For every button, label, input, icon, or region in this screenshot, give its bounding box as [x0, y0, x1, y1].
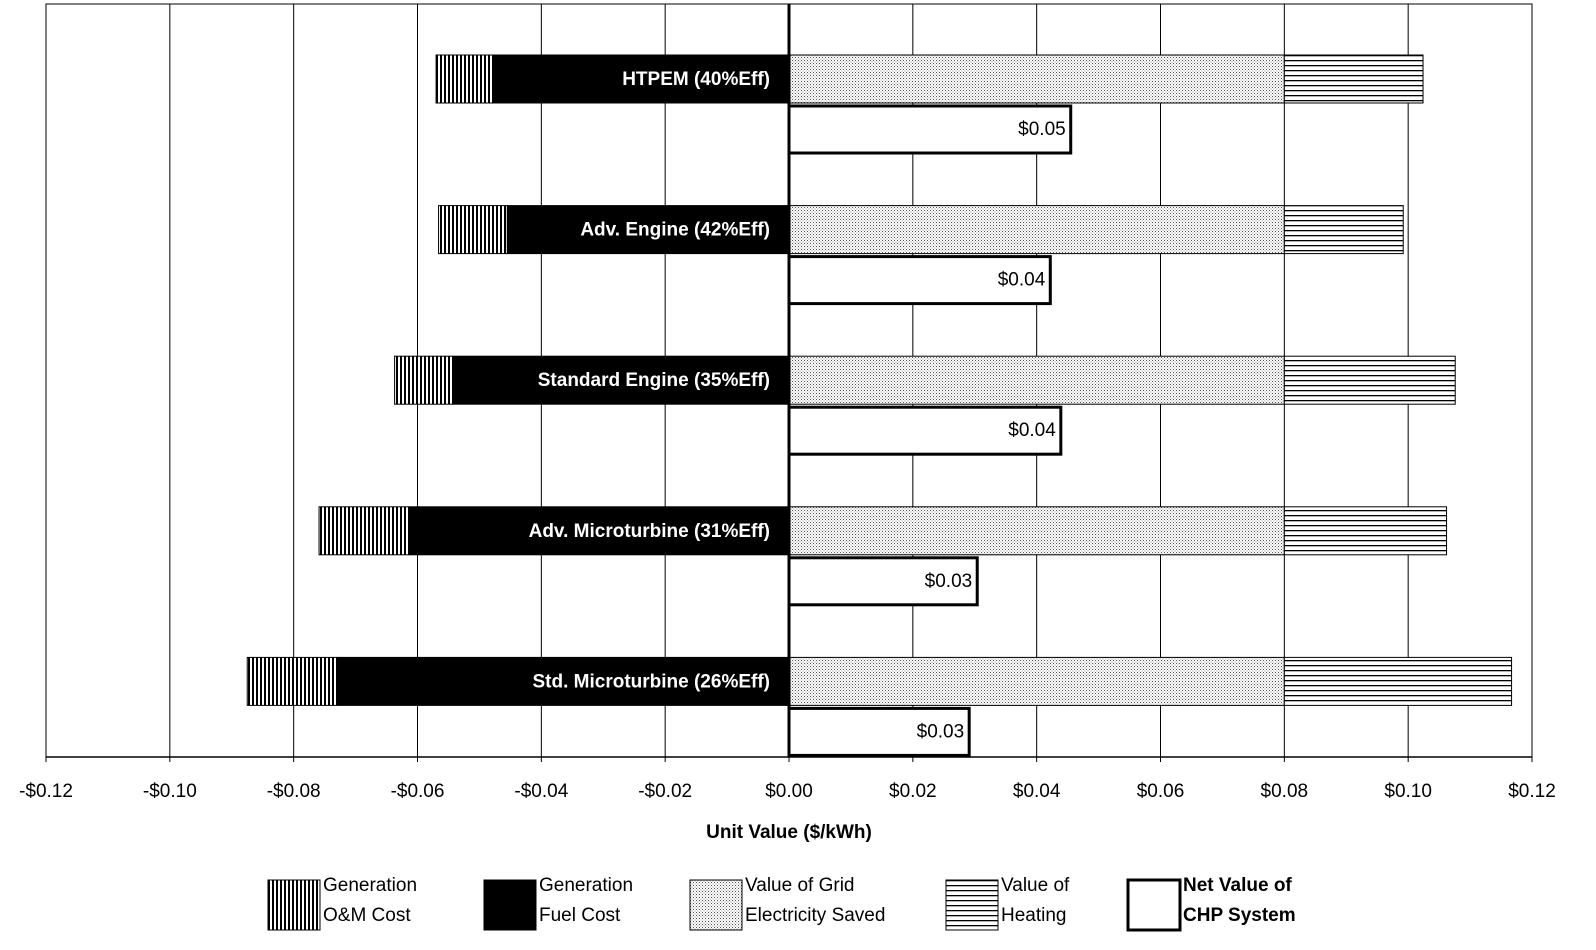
data-label: $0.04	[998, 270, 1046, 291]
legend-swatch	[1126, 878, 1182, 932]
bar-segment	[788, 656, 1285, 706]
legend-swatch	[267, 879, 321, 931]
legend-label: Net Value of CHP System	[1183, 875, 1296, 926]
x-tick-label: $0.10	[1384, 781, 1432, 802]
x-tick-label: $0.12	[1508, 781, 1556, 802]
bar-segment	[438, 205, 508, 255]
x-tick-label: -$0.08	[267, 781, 321, 802]
data-label: $0.03	[925, 571, 973, 592]
bar-segment	[788, 355, 1285, 405]
data-label: $0.04	[1008, 420, 1056, 441]
legend-label: Generation O&M Cost	[323, 875, 417, 926]
category-label: Standard Engine (35%Eff)	[538, 370, 770, 391]
bar-segment	[1283, 506, 1448, 556]
x-tick-label: -$0.10	[143, 781, 197, 802]
x-tick-label: $0.06	[1137, 781, 1185, 802]
bar-segment	[788, 506, 1285, 556]
category-label: Std. Microturbine (26%Eff)	[532, 671, 770, 692]
bar-segment	[318, 506, 411, 556]
bar-segment	[246, 656, 339, 706]
legend-label: Value of Grid Electricity Saved	[745, 875, 885, 926]
bar-segment	[452, 355, 790, 405]
x-tick-label: -$0.12	[19, 781, 73, 802]
legend: Generation O&M Cost Generation Fuel Cost Val…	[267, 875, 1296, 932]
legend-swatch	[945, 879, 999, 931]
x-tick-label: -$0.06	[391, 781, 445, 802]
net-bar	[787, 405, 1063, 456]
x-tick-label: $0.04	[1013, 781, 1061, 802]
bar-segment	[506, 205, 790, 255]
bar-segment	[1283, 656, 1513, 706]
x-tick-label: $0.00	[765, 781, 813, 802]
x-tick-label: $0.08	[1261, 781, 1309, 802]
bar-segment	[394, 355, 454, 405]
legend-swatch	[689, 879, 743, 931]
net-bar	[787, 255, 1052, 306]
bar-segment	[1283, 54, 1424, 104]
bar-segment	[788, 205, 1285, 255]
category-label: Adv. Microturbine (31%Eff)	[529, 521, 770, 542]
bar-segment	[1283, 205, 1404, 255]
legend-label: Value of Heating	[1001, 875, 1070, 926]
bar-segment	[1283, 355, 1456, 405]
legend-swatch	[483, 879, 537, 931]
x-tick-label: $0.02	[889, 781, 937, 802]
bar-segment	[435, 54, 495, 104]
data-label: $0.05	[1018, 119, 1066, 140]
category-label: HTPEM (40%Eff)	[622, 69, 770, 90]
x-axis-label: Unit Value ($/kWh)	[706, 822, 872, 843]
x-tick-label: -$0.02	[638, 781, 692, 802]
bar-segment	[409, 506, 790, 556]
category-label: Adv. Engine (42%Eff)	[580, 220, 770, 241]
bar-segment	[788, 54, 1285, 104]
data-label: $0.03	[917, 721, 965, 742]
legend-label: Generation Fuel Cost	[539, 875, 633, 926]
x-tick-label: -$0.04	[514, 781, 568, 802]
